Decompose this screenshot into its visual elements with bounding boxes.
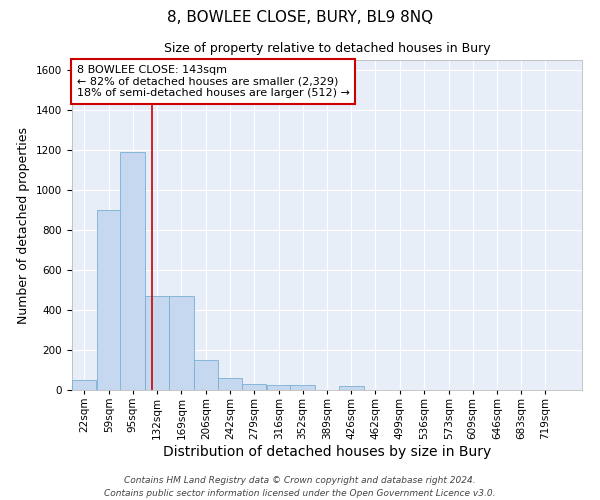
Bar [97, 210, 121, 390]
Bar [145, 296, 169, 390]
Text: Contains HM Land Registry data © Crown copyright and database right 2024.
Contai: Contains HM Land Registry data © Crown c… [104, 476, 496, 498]
Bar [266, 385, 291, 390]
Text: 8, BOWLEE CLOSE, BURY, BL9 8NQ: 8, BOWLEE CLOSE, BURY, BL9 8NQ [167, 10, 433, 25]
Bar [242, 384, 266, 390]
Bar [218, 378, 242, 390]
Bar [121, 152, 145, 390]
Bar [194, 360, 218, 390]
Y-axis label: Number of detached properties: Number of detached properties [17, 126, 31, 324]
Title: Size of property relative to detached houses in Bury: Size of property relative to detached ho… [164, 42, 490, 54]
Bar [290, 385, 314, 390]
X-axis label: Distribution of detached houses by size in Bury: Distribution of detached houses by size … [163, 444, 491, 458]
Bar [169, 296, 194, 390]
Text: 8 BOWLEE CLOSE: 143sqm
← 82% of detached houses are smaller (2,329)
18% of semi-: 8 BOWLEE CLOSE: 143sqm ← 82% of detached… [77, 65, 350, 98]
Bar [340, 386, 364, 390]
Bar [72, 380, 97, 390]
